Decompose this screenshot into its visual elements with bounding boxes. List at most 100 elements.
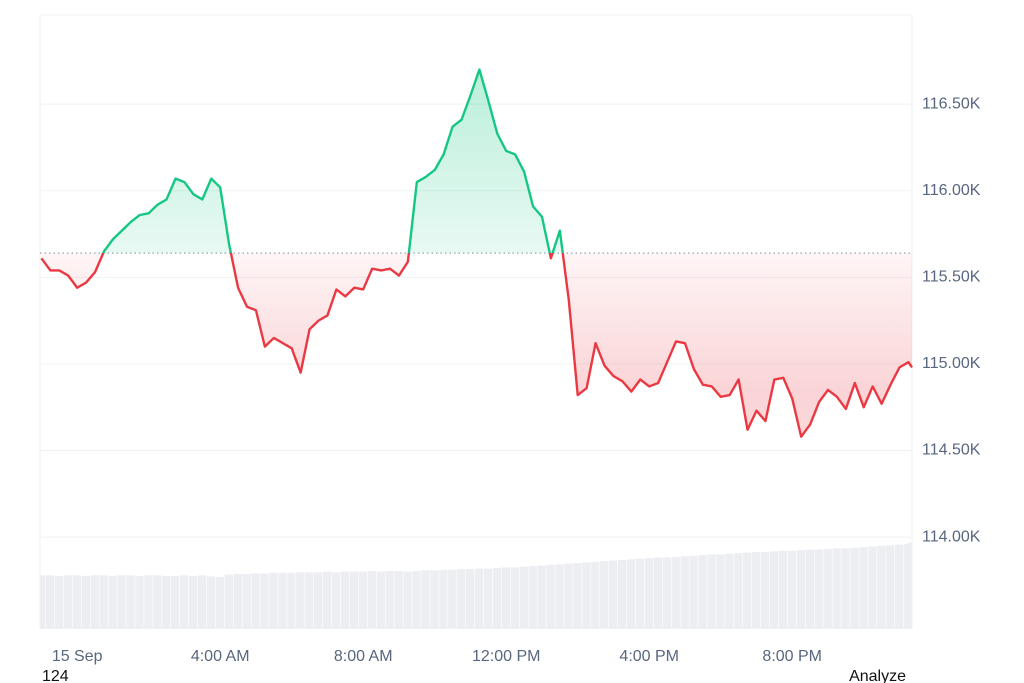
volume-bar bbox=[653, 557, 663, 628]
volume-bar bbox=[403, 571, 412, 628]
price-area bbox=[41, 69, 913, 437]
volume-bar bbox=[171, 575, 180, 628]
volume-bar bbox=[358, 571, 368, 628]
volume-bar bbox=[439, 569, 448, 628]
volume-bar bbox=[796, 550, 806, 628]
volume-bar bbox=[617, 559, 627, 628]
volume-bar bbox=[608, 560, 618, 628]
x-tick-label: 4:00 PM bbox=[619, 648, 679, 665]
volume-bar bbox=[564, 563, 573, 628]
volume-bar bbox=[349, 571, 359, 628]
volume-bar bbox=[743, 552, 752, 628]
volume-bar bbox=[331, 572, 341, 628]
volume-bar bbox=[823, 548, 832, 628]
volume-bar bbox=[886, 545, 895, 628]
volume-bar bbox=[376, 571, 385, 628]
volume-bar bbox=[126, 575, 135, 628]
volume-bar bbox=[591, 561, 600, 628]
volume-bar bbox=[45, 575, 55, 628]
volume-bar bbox=[314, 572, 323, 628]
footer-right[interactable]: Analyze bbox=[849, 668, 906, 683]
x-tick-label: 8:00 AM bbox=[334, 648, 393, 665]
volume-bar bbox=[90, 575, 99, 628]
volume-bar bbox=[224, 574, 233, 628]
volume-bar bbox=[582, 562, 591, 628]
volume-bar bbox=[269, 572, 278, 628]
volume-bar bbox=[805, 549, 814, 628]
volume-bar bbox=[153, 575, 162, 628]
volume-bar bbox=[430, 570, 439, 628]
volume-bar bbox=[340, 571, 350, 628]
volume-bar bbox=[457, 569, 466, 628]
volume-bar bbox=[474, 568, 484, 628]
volume-bar bbox=[752, 551, 761, 628]
volume-bar bbox=[260, 573, 269, 628]
volume-bar bbox=[322, 571, 332, 628]
volume-bar bbox=[555, 564, 564, 628]
volume-bar bbox=[483, 568, 493, 628]
volume-bar bbox=[519, 566, 528, 628]
volume-bar bbox=[117, 575, 126, 628]
volume-bar bbox=[680, 556, 689, 628]
volume-bar bbox=[662, 557, 671, 628]
y-tick-label: 114.50K bbox=[922, 442, 981, 459]
x-tick-label: 8:00 PM bbox=[762, 648, 822, 665]
volume-bar bbox=[510, 567, 520, 628]
volume-bar bbox=[287, 572, 296, 628]
volume-bar bbox=[179, 575, 189, 628]
volume-bar bbox=[635, 558, 645, 628]
volume-bar bbox=[528, 566, 537, 628]
y-tick-label: 114.00K bbox=[922, 528, 981, 545]
x-tick-label: 12:00 PM bbox=[472, 648, 540, 665]
y-tick-label: 116.00K bbox=[922, 182, 981, 199]
y-tick-label: 115.00K bbox=[922, 355, 981, 372]
volume-bar bbox=[787, 550, 797, 628]
volume-bar bbox=[877, 545, 886, 628]
volume-bar bbox=[144, 575, 153, 628]
volume-bar bbox=[850, 547, 859, 628]
volume-bar bbox=[716, 554, 725, 628]
volume-bar bbox=[537, 565, 546, 628]
x-tick-label: 4:00 AM bbox=[191, 648, 250, 665]
volume-bar bbox=[698, 555, 707, 628]
volume-bar bbox=[394, 570, 403, 628]
volume-bar bbox=[367, 570, 377, 628]
volume-bar bbox=[832, 548, 841, 628]
volume-bar bbox=[63, 575, 73, 628]
price-line bbox=[40, 68, 913, 438]
volume-bar bbox=[465, 569, 475, 628]
volume-bar bbox=[868, 546, 877, 628]
volume-bar bbox=[492, 567, 502, 628]
volume-bar bbox=[206, 576, 216, 628]
volume-bar bbox=[99, 575, 108, 628]
volume-bar bbox=[859, 547, 868, 628]
volume-bar bbox=[689, 555, 698, 628]
volume-bar bbox=[197, 575, 207, 628]
y-tick-label: 115.50K bbox=[922, 269, 981, 286]
volume-bar bbox=[707, 554, 716, 628]
volume-bar bbox=[188, 575, 198, 628]
volume-bar bbox=[546, 564, 555, 628]
volume-bar bbox=[501, 567, 511, 628]
volume-bar bbox=[54, 575, 64, 628]
volume-bar bbox=[215, 577, 225, 628]
volume-bar bbox=[644, 558, 654, 628]
volume-bar bbox=[895, 544, 904, 628]
volume-bar bbox=[242, 574, 251, 628]
volume-bar bbox=[769, 551, 779, 628]
volume-bar bbox=[135, 575, 144, 628]
volume-bar bbox=[81, 575, 90, 628]
volume-bar bbox=[278, 572, 287, 628]
volume-bar bbox=[841, 548, 850, 628]
volume-bar bbox=[734, 553, 743, 628]
volume-bar bbox=[162, 575, 171, 628]
y-tick-label: 116.50K bbox=[922, 95, 981, 112]
volume-bar bbox=[421, 570, 430, 628]
x-tick-label: 15 Sep bbox=[52, 648, 103, 665]
volume-bar bbox=[448, 569, 457, 628]
volume-bar bbox=[251, 573, 260, 628]
volume-bar bbox=[671, 556, 680, 628]
volume-bar bbox=[907, 542, 912, 628]
volume-bar bbox=[108, 575, 117, 628]
volume-bar bbox=[573, 563, 582, 628]
